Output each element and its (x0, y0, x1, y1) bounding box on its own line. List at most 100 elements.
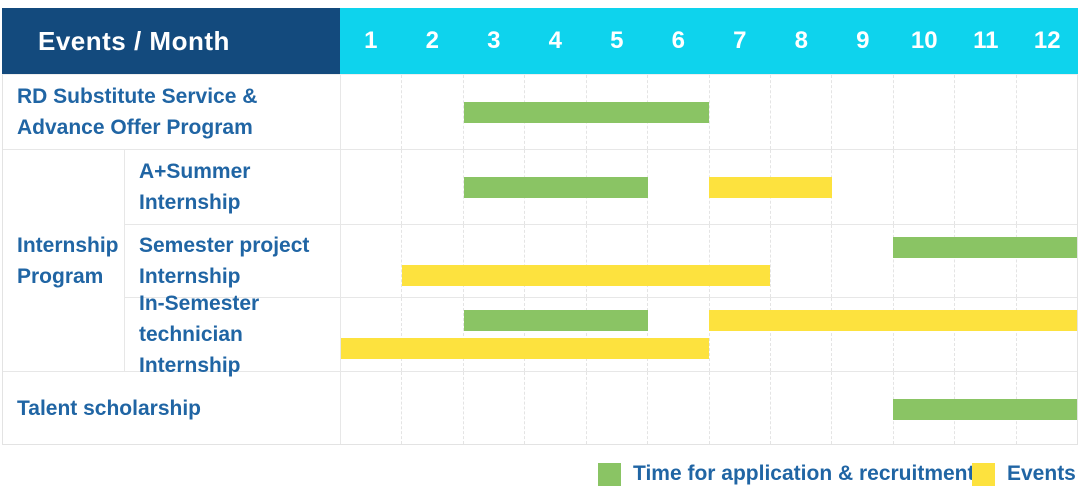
label-line: In-Semester (139, 292, 260, 315)
grid-cell (708, 75, 770, 149)
grid-cell (341, 150, 401, 224)
recruitment-legend-label: Time for application & recruitment (633, 462, 975, 485)
grid-cell (892, 225, 954, 297)
recruitment-bar (893, 237, 1077, 258)
grid-cell (341, 75, 401, 149)
month-header-8: 8 (794, 27, 808, 54)
row-a-summer-internship: A+Summer Internship (125, 150, 1077, 224)
grid-cell (341, 225, 401, 297)
group-label-internship-program: Internship Program (3, 150, 125, 371)
event-bar (341, 338, 709, 359)
month-header-5: 5 (610, 27, 624, 54)
grid-cell (647, 372, 708, 444)
grid-cell (708, 225, 770, 297)
grid-cell (954, 225, 1015, 297)
month-header-12: 12 (1033, 27, 1061, 54)
chart-area-semester-project (341, 225, 1077, 297)
label-line: Internship (139, 265, 241, 288)
grid-cell (708, 372, 770, 444)
month-header-10: 10 (910, 27, 938, 54)
chart-area-a-summer (341, 150, 1077, 224)
table-body: RD Substitute Service & Advance Offer Pr… (2, 74, 1078, 445)
chart-area-in-semester (341, 298, 1077, 371)
event-bar (402, 265, 771, 286)
grid-cell (401, 75, 462, 149)
grid-cell (831, 298, 892, 371)
grid-cell (341, 298, 401, 371)
grid-cell (341, 372, 401, 444)
grid-cell (401, 298, 462, 371)
recruitment-bar (893, 399, 1077, 420)
recruitment-bar (463, 102, 709, 123)
grid-cell (831, 150, 892, 224)
grid-cell (401, 372, 462, 444)
grid-cell (954, 298, 1015, 371)
month-header-11: 11 (973, 27, 999, 54)
events-legend-label: Events (1007, 462, 1076, 485)
row-rd-substitute: RD Substitute Service & Advance Offer Pr… (3, 75, 1077, 149)
month-header-9: 9 (856, 27, 870, 54)
row-label-talent-scholarship: Talent scholarship (3, 372, 341, 444)
row-talent-scholarship: Talent scholarship (3, 371, 1077, 444)
recruitment-bar (463, 310, 648, 331)
grid-cell (401, 150, 462, 224)
grid-cell (647, 298, 708, 371)
grid-cell (708, 298, 770, 371)
grid-cell (831, 225, 892, 297)
legend-item-events: Events (972, 462, 1076, 486)
grid-cell (647, 150, 708, 224)
grid-cell (1015, 225, 1077, 297)
month-header-7: 7 (733, 27, 747, 54)
label-line: Internship (139, 191, 241, 214)
grid-cell (769, 75, 831, 149)
label-line: Talent scholarship (17, 396, 201, 420)
events-legend-swatch (972, 462, 995, 486)
table-header-row: Events / Month 1 2 3 4 5 6 7 8 9 10 11 1… (2, 8, 1078, 74)
grid-cell (462, 150, 524, 224)
grid-cell (769, 372, 831, 444)
grid-cell (585, 372, 647, 444)
grid-cell (831, 372, 892, 444)
row-label-in-semester-technician: In-Semester technician Internship (125, 292, 341, 377)
recruitment-legend-swatch (598, 462, 621, 486)
grid-cell (954, 75, 1015, 149)
legend-item-recruitment: Time for application & recruitment (598, 462, 975, 486)
month-header-4: 4 (548, 27, 562, 54)
grid-cell (401, 225, 462, 297)
row-in-semester-technician-internship: In-Semester technician Internship (125, 292, 1077, 377)
grid-cell (524, 298, 585, 371)
grid-cell (462, 75, 524, 149)
label-line: technician Internship (139, 323, 243, 377)
schedule-table: Events / Month 1 2 3 4 5 6 7 8 9 10 11 1… (2, 8, 1078, 445)
label-line: Internship (17, 233, 119, 257)
grid-cell (585, 298, 647, 371)
label-line: Advance Offer Program (17, 116, 253, 139)
chart-area-rd-substitute (341, 75, 1077, 149)
grid-cell (892, 75, 954, 149)
label-line: A+Summer (139, 160, 251, 183)
grid-cell (892, 150, 954, 224)
internship-subrows: A+Summer Internship Semester project Int… (125, 150, 1077, 377)
chart-area-talent-scholarship (341, 372, 1077, 444)
grid-cell (769, 298, 831, 371)
row-label-a-summer-internship: A+Summer Internship (125, 150, 341, 224)
row-label-rd-substitute: RD Substitute Service & Advance Offer Pr… (3, 75, 341, 149)
month-header-3: 3 (487, 27, 501, 54)
label-line: Semester project (139, 234, 310, 257)
grid-cell (524, 225, 585, 297)
header-events-month-label: Events / Month (2, 8, 340, 74)
grid-cell (1015, 150, 1077, 224)
grid-cell (647, 225, 708, 297)
event-bar (709, 310, 1077, 331)
month-header-1: 1 (364, 27, 378, 54)
grid-cell (831, 75, 892, 149)
recruitment-bar (463, 177, 648, 198)
grid-cell (1015, 75, 1077, 149)
row-semester-project-internship: Semester project Internship (125, 224, 1077, 297)
grid-cell (892, 298, 954, 371)
grid-cell (769, 225, 831, 297)
grid-cell (954, 150, 1015, 224)
label-line: RD Substitute Service & (17, 85, 258, 108)
grid-cell (462, 298, 524, 371)
